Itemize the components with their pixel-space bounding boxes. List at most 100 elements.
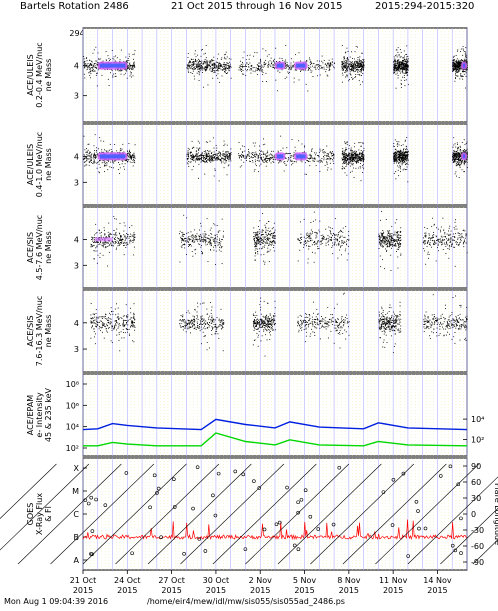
- mass-point: [293, 161, 295, 163]
- mass-point: [207, 66, 209, 68]
- mass-point: [395, 65, 397, 67]
- mass-point: [398, 67, 400, 69]
- mass-point: [203, 155, 204, 157]
- mass-point: [363, 150, 365, 152]
- mass-point: [398, 141, 400, 143]
- mass-point: [326, 153, 328, 154]
- mass-point: [270, 153, 271, 155]
- mass-point: [203, 155, 205, 156]
- mass-point: [268, 159, 270, 161]
- mass-point: [359, 60, 361, 62]
- mass-point: [345, 59, 347, 61]
- mass-point: [251, 156, 253, 158]
- mass-point: [288, 65, 290, 67]
- mass-point: [343, 66, 345, 68]
- density-core-inner: [463, 63, 465, 68]
- mass-point: [317, 248, 319, 250]
- mass-point: [358, 157, 360, 158]
- mass-point: [400, 149, 402, 151]
- mass-point: [454, 63, 456, 65]
- mass-point: [267, 239, 269, 241]
- mass-point: [132, 69, 134, 71]
- mass-point: [456, 75, 458, 77]
- mass-point: [327, 63, 329, 64]
- mass-point: [397, 142, 399, 144]
- density-core-inner: [277, 63, 284, 68]
- mass-point: [396, 65, 398, 67]
- mass-point: [358, 60, 360, 62]
- mass-point: [198, 61, 200, 63]
- mass-point: [230, 160, 232, 162]
- mass-point: [203, 68, 205, 70]
- mass-point: [457, 64, 459, 66]
- mass-point: [191, 156, 193, 158]
- mass-point: [115, 60, 117, 62]
- mass-point: [263, 233, 265, 235]
- mass-point: [405, 64, 406, 66]
- mass-point: [107, 78, 109, 80]
- mass-point: [458, 67, 460, 69]
- mass-point: [310, 71, 312, 73]
- mass-point: [263, 138, 264, 140]
- mass-point: [308, 67, 309, 69]
- mass-point: [256, 70, 258, 72]
- mass-point: [134, 162, 136, 164]
- mass-point: [294, 146, 296, 148]
- mass-point: [287, 65, 288, 67]
- mass-point: [397, 232, 399, 234]
- mass-point: [242, 151, 244, 153]
- mass-point: [251, 154, 253, 156]
- mass-point: [228, 68, 230, 70]
- mass-point: [242, 67, 244, 69]
- mass-point: [247, 69, 249, 70]
- mass-point: [131, 68, 133, 70]
- mass-point: [255, 242, 257, 244]
- mass-point: [342, 64, 344, 66]
- mass-point: [354, 152, 356, 154]
- mass-point: [257, 64, 259, 66]
- mass-point: [240, 60, 241, 62]
- mass-point: [215, 153, 217, 155]
- mass-point: [267, 66, 269, 68]
- mass-point: [460, 163, 462, 165]
- mass-point: [349, 56, 351, 58]
- mass-point: [342, 67, 344, 69]
- mass-point: [399, 61, 401, 63]
- mass-point: [123, 245, 124, 246]
- mass-point: [407, 60, 409, 62]
- mass-point: [363, 65, 365, 67]
- mass-point: [460, 75, 462, 77]
- mass-point: [401, 64, 402, 66]
- mass-point: [358, 69, 360, 71]
- mass-point: [93, 65, 95, 67]
- mass-point: [105, 51, 107, 52]
- mass-point: [243, 146, 245, 148]
- mass-point: [318, 160, 320, 162]
- mass-point: [455, 74, 457, 76]
- mass-point: [397, 159, 399, 161]
- mass-point: [203, 53, 205, 55]
- mass-point: [90, 62, 92, 64]
- mass-point: [406, 56, 408, 58]
- mass-point: [363, 160, 364, 162]
- mass-point: [318, 154, 319, 156]
- mass-point: [91, 70, 93, 72]
- mass-point: [245, 155, 247, 157]
- mass-point: [252, 67, 254, 69]
- mass-point: [192, 255, 194, 257]
- mass-point: [405, 164, 407, 166]
- mass-point: [462, 59, 464, 61]
- mass-point: [398, 155, 399, 157]
- mass-point: [113, 59, 115, 61]
- mass-point: [290, 64, 292, 66]
- mass-point: [360, 64, 362, 66]
- mass-point: [286, 61, 288, 63]
- mass-point: [216, 158, 218, 160]
- mass-point: [323, 157, 325, 159]
- mass-point: [115, 75, 117, 77]
- mass-point: [129, 151, 131, 153]
- mass-point: [396, 72, 398, 74]
- mass-point: [458, 70, 459, 72]
- mass-point: [353, 67, 355, 68]
- mass-point: [205, 141, 207, 143]
